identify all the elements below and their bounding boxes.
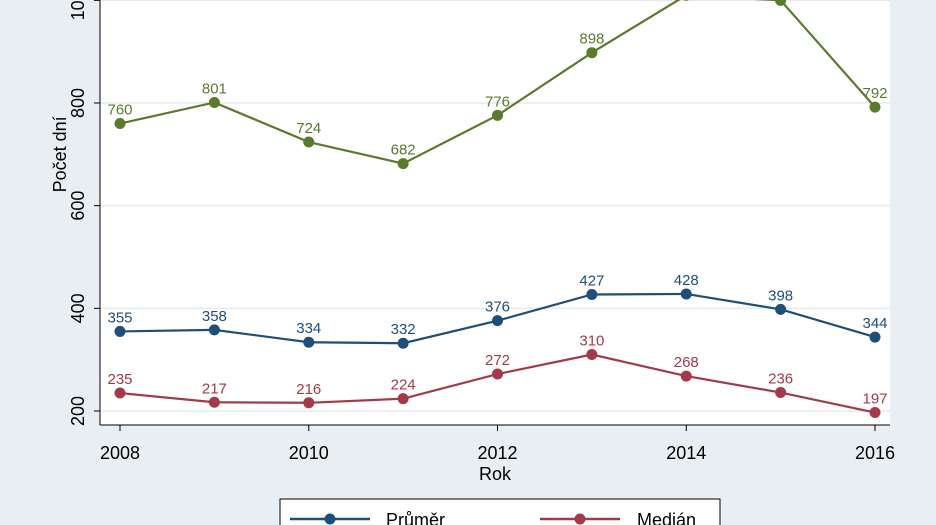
data-point	[303, 136, 315, 148]
data-point	[208, 324, 220, 336]
data-label: 224	[391, 377, 416, 394]
data-label: 724	[296, 120, 321, 137]
data-label: 427	[579, 272, 604, 289]
data-point	[775, 0, 787, 6]
data-label: 235	[107, 371, 132, 388]
data-label: 197	[862, 391, 887, 408]
data-label: 760	[107, 102, 132, 119]
y-tick-label: 400	[68, 293, 88, 323]
legend-label: Medián	[637, 510, 696, 525]
data-point	[492, 109, 503, 121]
data-label: 801	[202, 80, 227, 97]
data-label: 236	[768, 371, 793, 388]
x-axis-title: Rok	[479, 464, 512, 484]
data-label: 898	[579, 31, 604, 48]
data-point	[775, 387, 787, 399]
data-point	[208, 96, 220, 108]
data-label: 217	[202, 380, 227, 397]
data-point	[586, 288, 598, 300]
x-tick-label: 2010	[289, 443, 329, 463]
data-point	[114, 118, 126, 130]
data-point	[869, 407, 881, 419]
data-point	[680, 370, 692, 382]
data-label: 792	[862, 85, 887, 102]
data-label: 398	[768, 287, 793, 304]
data-label: 332	[391, 321, 416, 338]
data-label: 334	[296, 320, 321, 337]
y-axis-title: Počet dní	[50, 116, 70, 192]
data-point	[680, 288, 692, 300]
x-tick-label: 2008	[100, 443, 140, 463]
data-point	[492, 368, 503, 380]
data-point	[114, 325, 126, 337]
data-point	[303, 397, 315, 409]
data-label: 216	[296, 381, 321, 398]
data-label: 344	[862, 315, 887, 332]
data-point	[114, 387, 126, 399]
data-label: 376	[485, 299, 510, 316]
legend-marker	[324, 513, 336, 525]
data-label: 310	[579, 333, 604, 350]
data-point	[208, 396, 220, 408]
plot-area	[100, 0, 890, 425]
data-point	[397, 337, 409, 349]
data-point	[397, 393, 409, 405]
data-label: 358	[202, 308, 227, 325]
data-point	[775, 303, 787, 315]
data-point	[683, 0, 689, 1]
data-point	[303, 336, 315, 348]
data-label: 355	[107, 309, 132, 326]
data-point	[586, 349, 598, 361]
data-point	[492, 315, 503, 327]
x-tick-label: 2014	[666, 443, 706, 463]
data-label: 682	[391, 142, 416, 159]
y-tick-label: 600	[68, 191, 88, 221]
legend-marker	[574, 513, 586, 525]
y-tick-label: 800	[68, 88, 88, 118]
y-tick-label: 1000	[68, 0, 88, 20]
data-point	[397, 158, 409, 170]
data-point	[869, 331, 881, 343]
data-point	[869, 101, 881, 113]
y-tick-label: 200	[68, 396, 88, 426]
data-label: 268	[674, 354, 699, 371]
data-label: 428	[674, 272, 699, 289]
legend-label: Průměr	[386, 510, 445, 525]
legend-box	[279, 498, 721, 525]
data-point	[586, 47, 598, 59]
data-label: 776	[485, 93, 510, 110]
x-tick-label: 2012	[477, 443, 517, 463]
data-label: 272	[485, 352, 510, 369]
x-tick-label: 2016	[855, 443, 895, 463]
